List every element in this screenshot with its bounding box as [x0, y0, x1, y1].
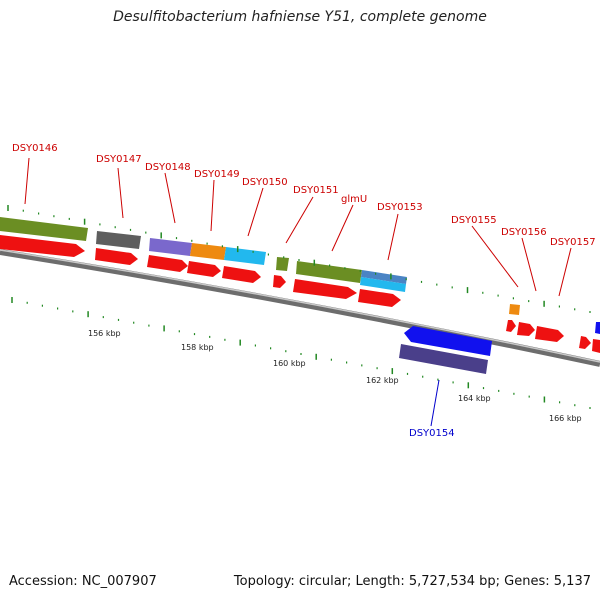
- gene-labels: DSY0146 DSY0147 DSY0148 DSY0149 DSY0150 …: [12, 143, 596, 439]
- cds-arrow[interactable]: [293, 279, 357, 299]
- cds-features: [0, 235, 600, 353]
- plus-features: [0, 217, 520, 315]
- ruler-label: 156 kbp: [88, 329, 121, 338]
- cds-arrow[interactable]: [147, 255, 188, 272]
- ruler-label: 158 kbp: [181, 343, 214, 352]
- minus-features: [399, 326, 492, 374]
- gene-label[interactable]: DSY0147: [96, 154, 142, 165]
- gene-label[interactable]: DSY0155: [451, 215, 497, 226]
- accession-text: Accession: NC_007907: [9, 574, 157, 589]
- map-title: Desulfitobacterium hafniense Y51, comple…: [113, 9, 487, 25]
- cds-arrow[interactable]: [222, 266, 261, 283]
- cds-arrow[interactable]: [187, 261, 221, 277]
- cds-arrow[interactable]: [517, 322, 535, 336]
- gene-block[interactable]: [190, 243, 226, 260]
- cds-arrow[interactable]: [0, 235, 85, 257]
- gene-label[interactable]: DSY0149: [194, 169, 240, 180]
- gene-label[interactable]: DSY0153: [377, 202, 423, 213]
- cds-arrow[interactable]: [273, 275, 286, 288]
- cds-arrow[interactable]: [579, 336, 591, 349]
- gene-block[interactable]: [276, 257, 289, 271]
- gene-label[interactable]: DSY0156: [501, 227, 547, 238]
- ruler-labels: 156 kbp 158 kbp 160 kbp 162 kbp 164 kbp …: [88, 329, 582, 423]
- tick-marks: [7, 205, 591, 409]
- gene-block[interactable]: [361, 270, 407, 284]
- gene-label[interactable]: DSY0148: [145, 162, 191, 173]
- gene-block[interactable]: [224, 247, 266, 265]
- gene-label[interactable]: glmU: [341, 194, 367, 205]
- ruler-label: 166 kbp: [549, 414, 582, 423]
- gene-label[interactable]: DSY0146: [12, 143, 58, 154]
- gene-block[interactable]: [360, 277, 406, 292]
- gene-label[interactable]: DSY0157: [550, 237, 596, 248]
- gene-block[interactable]: [96, 231, 141, 249]
- gene-label[interactable]: DSY0150: [242, 177, 288, 188]
- gene-block[interactable]: [296, 261, 362, 283]
- label-leaders: [24, 157, 572, 427]
- ruler-label: 162 kbp: [366, 376, 399, 385]
- gene-block[interactable]: [0, 217, 88, 241]
- backbone-track: [0, 249, 600, 367]
- ruler-label: 164 kbp: [458, 394, 491, 403]
- cds-arrow[interactable]: [95, 248, 138, 265]
- cds-arrow[interactable]: [506, 320, 516, 332]
- cds-arrow[interactable]: [358, 289, 401, 307]
- backbone-highlight: [0, 249, 600, 363]
- ruler-label: 160 kbp: [273, 359, 306, 368]
- gene-block[interactable]: [509, 304, 520, 315]
- cds-arrow[interactable]: [535, 326, 564, 342]
- cds-arrow[interactable]: [404, 326, 492, 356]
- gene-label[interactable]: DSY0154: [409, 428, 455, 439]
- gene-block[interactable]: [595, 322, 600, 334]
- cds-arrow[interactable]: [592, 339, 600, 353]
- gene-label[interactable]: DSY0151: [293, 185, 339, 196]
- gene-block[interactable]: [399, 344, 488, 374]
- genome-summary-text: Topology: circular; Length: 5,727,534 bp…: [233, 574, 591, 589]
- gene-block[interactable]: [149, 238, 192, 256]
